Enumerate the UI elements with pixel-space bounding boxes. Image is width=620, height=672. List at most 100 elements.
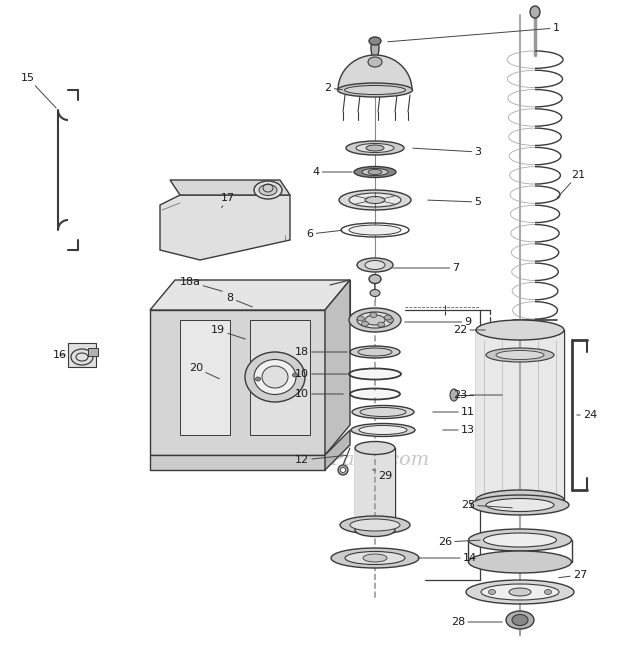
Ellipse shape <box>361 321 368 326</box>
Ellipse shape <box>366 145 384 151</box>
Ellipse shape <box>506 611 534 629</box>
Ellipse shape <box>371 38 379 58</box>
Text: eReplacementParts.com: eReplacementParts.com <box>190 451 430 469</box>
Ellipse shape <box>370 290 380 296</box>
Ellipse shape <box>76 353 88 361</box>
Ellipse shape <box>481 584 559 600</box>
Ellipse shape <box>355 390 395 398</box>
Text: 19: 19 <box>211 325 246 339</box>
Ellipse shape <box>368 57 382 67</box>
Ellipse shape <box>351 423 415 437</box>
Ellipse shape <box>466 580 574 604</box>
Ellipse shape <box>340 516 410 534</box>
Ellipse shape <box>369 37 381 45</box>
Ellipse shape <box>331 548 419 568</box>
Text: 4: 4 <box>312 167 352 177</box>
Polygon shape <box>68 343 96 367</box>
Polygon shape <box>325 430 350 470</box>
Ellipse shape <box>368 169 382 175</box>
Ellipse shape <box>354 167 396 177</box>
Ellipse shape <box>350 519 400 531</box>
Text: 9: 9 <box>405 317 472 327</box>
Polygon shape <box>150 280 350 310</box>
Ellipse shape <box>293 373 298 377</box>
Ellipse shape <box>469 551 572 573</box>
Text: 1: 1 <box>388 23 559 42</box>
Text: 18a: 18a <box>180 277 223 291</box>
Text: 16: 16 <box>53 350 67 360</box>
Ellipse shape <box>369 274 381 284</box>
Ellipse shape <box>350 346 400 358</box>
Text: 29: 29 <box>373 469 392 481</box>
Polygon shape <box>170 180 290 195</box>
Ellipse shape <box>345 85 405 95</box>
Ellipse shape <box>349 193 401 207</box>
Ellipse shape <box>365 261 385 269</box>
Text: 10: 10 <box>295 389 343 399</box>
Polygon shape <box>476 330 564 500</box>
Ellipse shape <box>370 312 377 318</box>
Ellipse shape <box>346 141 404 155</box>
Text: 27: 27 <box>559 570 587 580</box>
Polygon shape <box>338 55 412 90</box>
Ellipse shape <box>489 589 495 595</box>
Ellipse shape <box>349 308 401 332</box>
Polygon shape <box>180 320 230 435</box>
Ellipse shape <box>512 614 528 626</box>
Ellipse shape <box>363 554 387 562</box>
Ellipse shape <box>259 185 277 196</box>
Text: 23: 23 <box>453 390 502 400</box>
Ellipse shape <box>484 533 557 547</box>
Ellipse shape <box>530 6 540 18</box>
Text: 26: 26 <box>438 537 480 547</box>
Ellipse shape <box>356 144 394 153</box>
Text: 24: 24 <box>577 410 597 420</box>
Ellipse shape <box>365 196 385 204</box>
Ellipse shape <box>352 405 414 419</box>
Ellipse shape <box>354 370 396 378</box>
Text: 12: 12 <box>295 455 347 465</box>
Polygon shape <box>150 310 325 455</box>
Text: 13: 13 <box>443 425 475 435</box>
Ellipse shape <box>262 366 288 388</box>
Polygon shape <box>355 448 395 530</box>
Ellipse shape <box>345 552 405 564</box>
Ellipse shape <box>254 181 282 199</box>
Ellipse shape <box>509 588 531 596</box>
Text: 15: 15 <box>21 73 56 108</box>
Ellipse shape <box>476 490 564 510</box>
Ellipse shape <box>337 83 412 97</box>
Ellipse shape <box>255 377 260 381</box>
Ellipse shape <box>355 442 395 454</box>
Text: 11: 11 <box>433 407 475 417</box>
Ellipse shape <box>357 316 364 321</box>
Text: 25: 25 <box>461 500 512 510</box>
Ellipse shape <box>338 465 348 475</box>
Polygon shape <box>250 320 310 435</box>
Ellipse shape <box>386 317 394 323</box>
Ellipse shape <box>486 499 554 511</box>
Text: 2: 2 <box>324 83 342 93</box>
Text: 21: 21 <box>557 170 585 198</box>
Ellipse shape <box>362 169 388 175</box>
Ellipse shape <box>359 425 407 435</box>
Ellipse shape <box>450 389 458 401</box>
Ellipse shape <box>469 529 572 551</box>
Ellipse shape <box>544 589 552 595</box>
Text: 20: 20 <box>189 363 219 379</box>
Bar <box>88 348 98 356</box>
Text: 18: 18 <box>295 347 347 357</box>
Ellipse shape <box>384 315 391 320</box>
Ellipse shape <box>357 312 393 328</box>
Ellipse shape <box>378 322 384 327</box>
Ellipse shape <box>471 495 569 515</box>
Text: 22: 22 <box>453 325 485 335</box>
Polygon shape <box>160 195 290 260</box>
Polygon shape <box>325 280 350 455</box>
Ellipse shape <box>496 351 544 360</box>
Ellipse shape <box>349 225 401 235</box>
Ellipse shape <box>476 320 564 340</box>
Ellipse shape <box>486 348 554 362</box>
Polygon shape <box>150 455 325 470</box>
Ellipse shape <box>340 468 345 472</box>
